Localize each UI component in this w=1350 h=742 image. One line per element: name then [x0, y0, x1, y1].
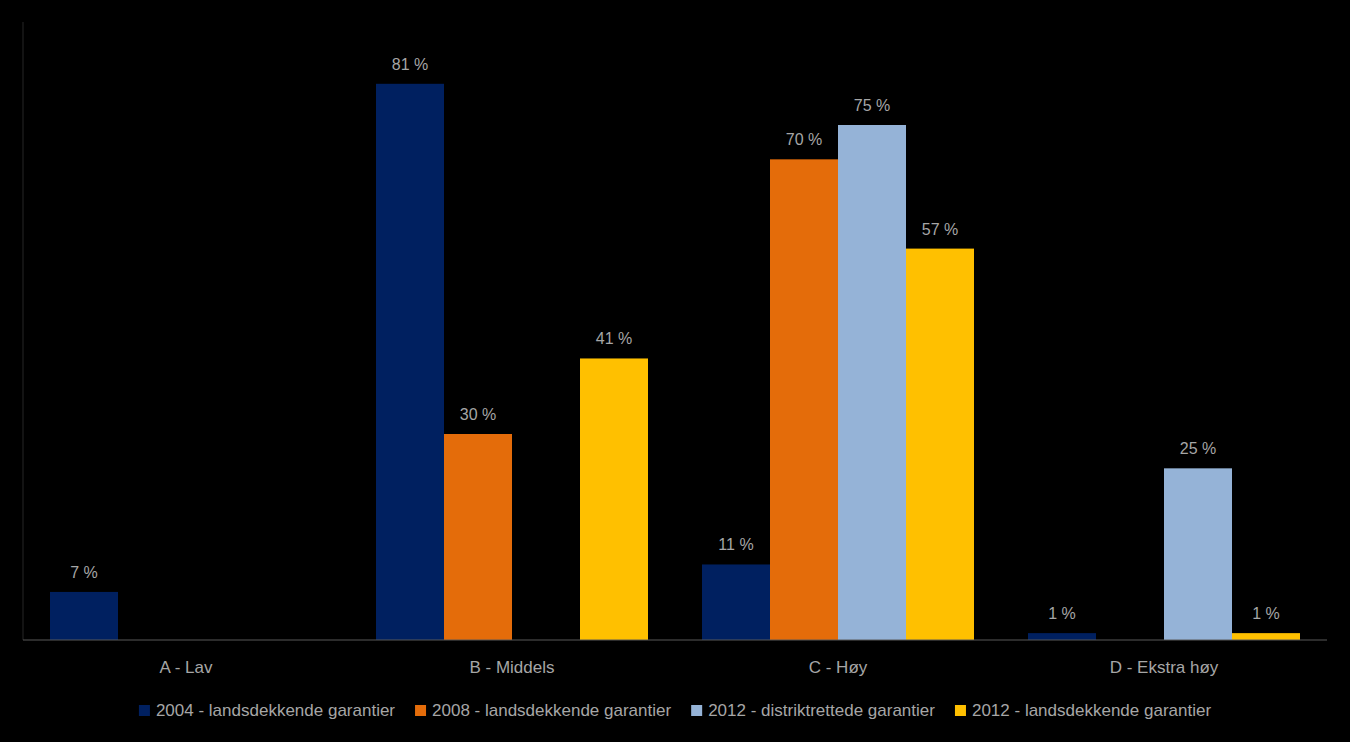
data-label: 25 %	[1180, 440, 1216, 457]
legend-label: 2008 - landsdekkende garantier	[432, 701, 671, 720]
data-label: 81 %	[392, 56, 428, 73]
legend-swatch	[955, 705, 966, 716]
legend-label: 2004 - landsdekkende garantier	[156, 701, 395, 720]
data-label: 57 %	[922, 221, 958, 238]
data-label: 75 %	[854, 97, 890, 114]
bar	[580, 358, 648, 640]
bar	[1164, 468, 1232, 640]
legend-swatch	[415, 705, 426, 716]
x-tick-label: D - Ekstra høy	[1110, 658, 1219, 677]
bar	[838, 125, 906, 640]
bar	[770, 159, 838, 640]
legend: 2004 - landsdekkende garantier 2008 - lan…	[139, 701, 1211, 720]
legend-swatch	[691, 705, 702, 716]
bars	[50, 84, 1300, 640]
x-tick-label: B - Middels	[469, 658, 554, 677]
data-label: 1 %	[1048, 605, 1076, 622]
x-tick-label: C - Høy	[809, 658, 868, 677]
bar	[376, 84, 444, 640]
data-label: 7 %	[70, 564, 98, 581]
legend-item: 2012 - landsdekkende garantier	[955, 701, 1211, 720]
data-label: 70 %	[786, 131, 822, 148]
y-axis-line	[23, 22, 24, 640]
bar	[50, 592, 118, 640]
legend-label: 2012 - landsdekkende garantier	[972, 701, 1211, 720]
bar	[702, 564, 770, 640]
data-label: 1 %	[1252, 605, 1280, 622]
x-axis-line	[23, 640, 1327, 641]
data-labels: 7 % 81 % 11 % 1 % 30 % 70 % 75 % 25 % 41 % 57 % 1 …	[70, 56, 1280, 622]
bar	[1028, 633, 1096, 640]
bar	[906, 249, 974, 640]
data-label: 41 %	[596, 330, 632, 347]
bar	[1232, 633, 1300, 640]
legend-swatch	[139, 705, 150, 716]
legend-item: 2004 - landsdekkende garantier	[139, 701, 395, 720]
legend-item: 2012 - distriktrettede garantier	[691, 701, 935, 720]
data-label: 11 %	[718, 536, 753, 553]
bar	[444, 434, 512, 640]
data-label: 30 %	[460, 406, 496, 423]
legend-item: 2008 - landsdekkende garantier	[415, 701, 671, 720]
x-tick-label: A - Lav	[160, 658, 213, 677]
legend-label: 2012 - distriktrettede garantier	[708, 701, 935, 720]
chart: 7 % 81 % 11 % 1 % 30 % 70 % 75 % 25 % 41 % 57 % 1 …	[0, 0, 1350, 742]
